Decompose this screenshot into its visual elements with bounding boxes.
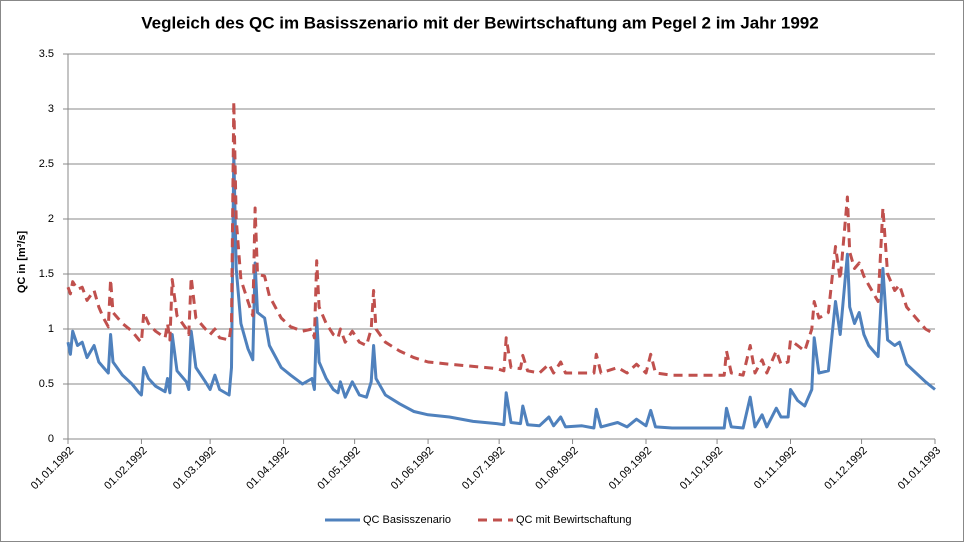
y-tick-label: 3 <box>48 103 54 115</box>
chart-title: Vegleich des QC im Basisszenario mit der… <box>141 13 818 32</box>
series-line <box>66 99 936 377</box>
y-axis-label: QC in [m³/s] <box>16 231 28 294</box>
legend-label: QC mit Bewirtschaftung <box>516 514 632 526</box>
y-tick-label: 1 <box>48 323 54 335</box>
y-tick-label: 3.5 <box>39 48 54 60</box>
y-tick-label: 0 <box>48 433 54 445</box>
y-tick-label: 0.5 <box>39 378 54 390</box>
y-tick-label: 1.5 <box>39 268 54 280</box>
legend-label: QC Basisszenario <box>363 514 451 526</box>
y-tick-label: 2.5 <box>39 158 54 170</box>
series-line <box>66 151 936 430</box>
y-tick-label: 2 <box>48 213 54 225</box>
